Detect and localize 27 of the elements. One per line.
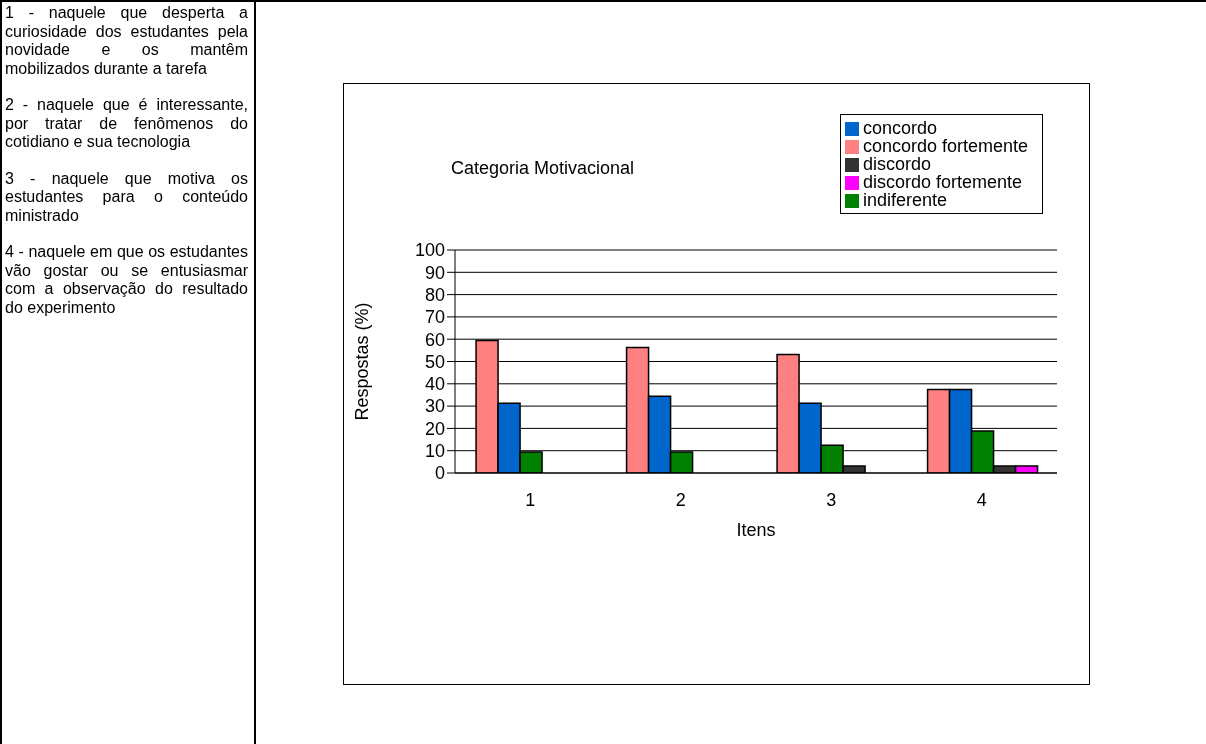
text: 4 - naquele em que os estudantes vão gostar ou se entusiasmar com a observação do resultado do experimento xyxy=(5,243,248,317)
y-tick-label: 50 xyxy=(424,351,445,372)
y-tick-label: 70 xyxy=(424,307,445,328)
legend-label: concordo fortemente xyxy=(862,136,1028,156)
x-tick-label: 2 xyxy=(675,489,686,510)
y-axis-title: Respostas (%) xyxy=(352,302,373,421)
chart-title: Categoria Motivacional xyxy=(451,158,635,179)
y-tick-label: 0 xyxy=(434,463,445,484)
x-axis-title: Itens xyxy=(736,519,776,540)
y-tick-label: 100 xyxy=(414,240,445,261)
text: 1 - naquele que desperta a curiosidade dos estudantes pela novidade e os mantêm mobilizados durante a tarefa xyxy=(5,4,248,78)
y-tick-label: 90 xyxy=(424,262,445,283)
legend-label: indiferente xyxy=(862,190,947,210)
y-tick-label: 20 xyxy=(424,418,445,439)
x-tick-label: 1 xyxy=(525,489,536,510)
y-tick-label: 40 xyxy=(424,374,445,395)
text: 3 - naquele que motiva os estudantes para o conteúdo ministrado xyxy=(5,169,248,225)
y-tick-label: 80 xyxy=(424,284,445,305)
x-tick-label: 4 xyxy=(976,489,987,510)
y-tick-label: 10 xyxy=(424,441,445,462)
legend-label: discordo fortemente xyxy=(862,172,1022,192)
y-tick-label: 60 xyxy=(424,329,445,350)
x-tick-label: 3 xyxy=(826,489,837,510)
legend-label: concordo xyxy=(862,118,937,138)
text: 2 - naquele que é interessante, por tratar de fenômenos do cotidiano e sua tecnologia xyxy=(5,96,248,152)
y-tick-label: 30 xyxy=(424,396,445,417)
legend-label: discordo xyxy=(862,154,931,174)
